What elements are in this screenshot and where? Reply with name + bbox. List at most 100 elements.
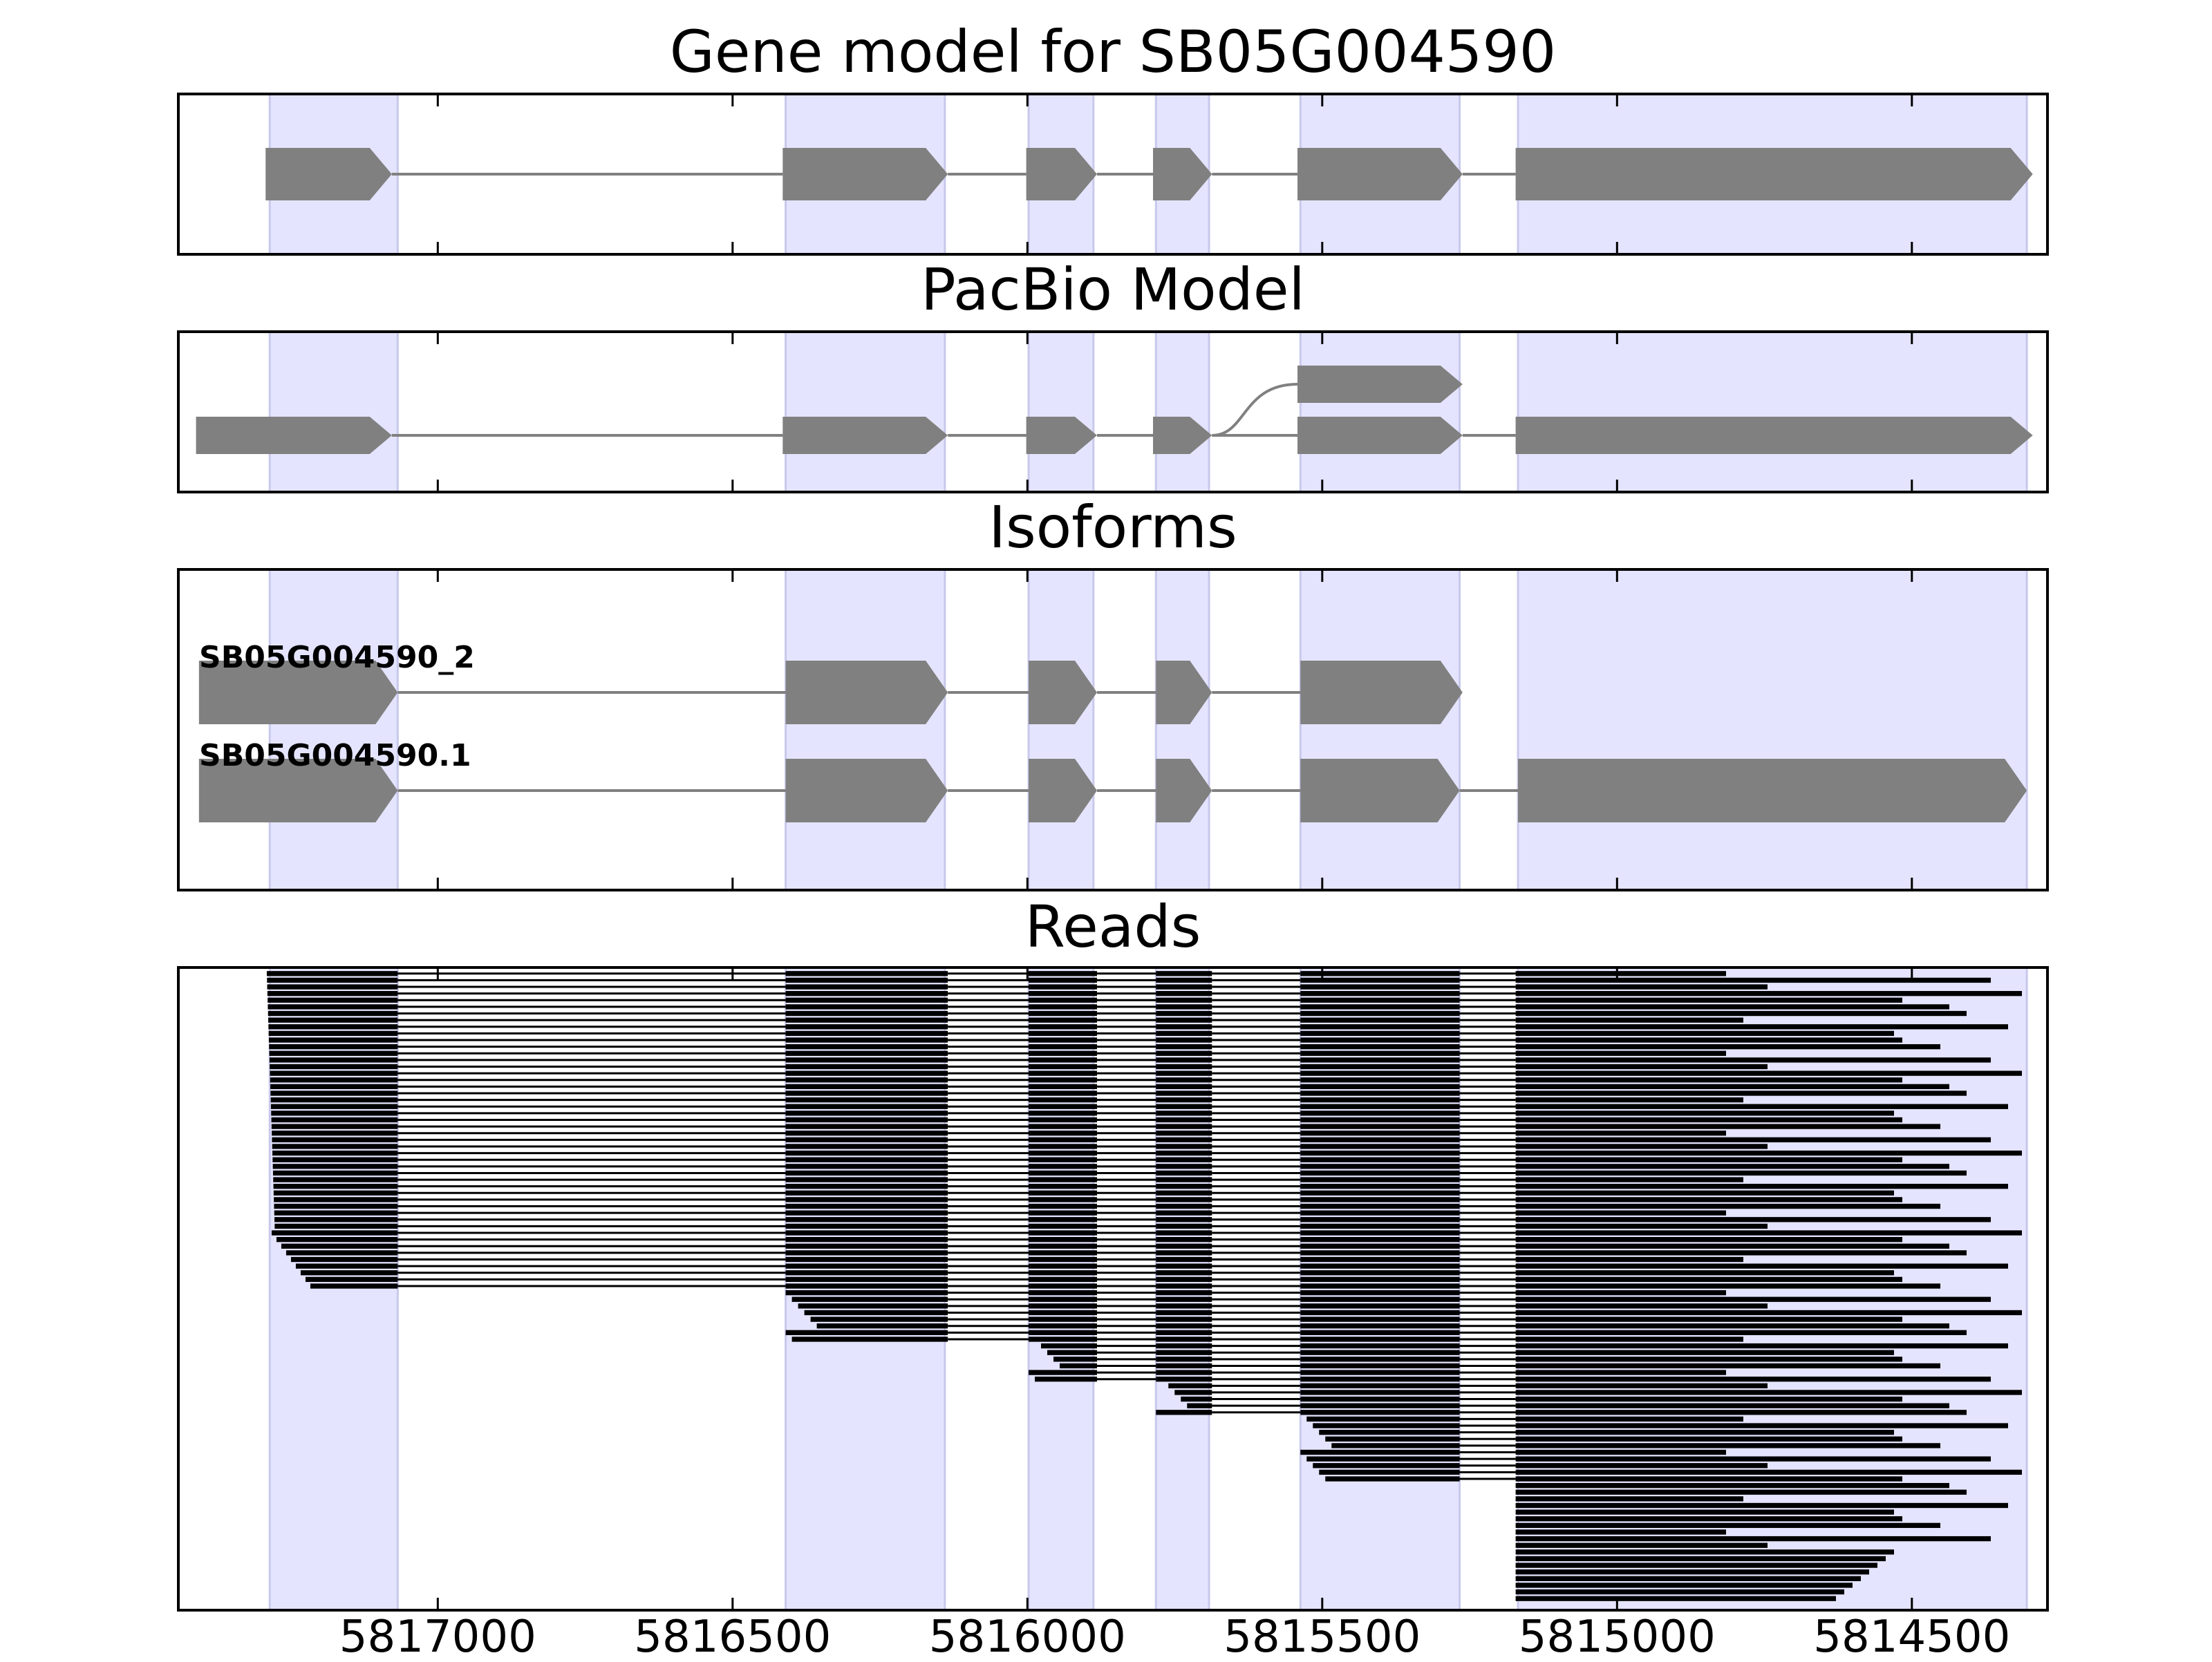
read-exon [1300,1197,1460,1202]
panel-pacbio-model: PacBio Model [177,256,2049,493]
read-exon [1325,1436,1460,1442]
read-88 [1515,1549,1894,1555]
read-exon [272,1170,398,1176]
read-exon [785,984,948,990]
read-81 [1515,1502,2008,1509]
read-78 [1515,1482,1949,1489]
read-exon [1515,1250,1967,1256]
read-exon [1515,1104,2008,1109]
read-exon [1300,1337,1460,1342]
isoform-1-exon-4 [1156,661,1212,724]
read-34 [273,1190,1894,1196]
read-exon [1515,1343,2008,1349]
pacbio-alt-exon [1297,366,1463,403]
read-exon [268,1004,398,1010]
read-exon [1300,977,1460,983]
read-exon [1029,1250,1097,1256]
read-29 [272,1157,1902,1162]
read-exon [1306,1456,1460,1462]
read-exon [1300,1243,1460,1249]
read-82 [1515,1509,1894,1515]
read-41 [276,1236,1902,1243]
read-exon [785,1190,948,1196]
read-exon [1515,1456,1991,1462]
read-exon [1187,1403,1212,1408]
read-48 [310,1283,1940,1289]
read-exon [272,1150,398,1156]
read-exon [1300,1370,1460,1375]
read-exon [1515,1017,1743,1023]
read-76 [1319,1469,2022,1475]
read-exon [1515,1131,1726,1136]
read-exon [1029,1263,1097,1269]
read-exon [1300,1057,1460,1063]
read-exon [1515,1217,1991,1222]
panels-layer: Gene model for SB05G004590 PacBio Model SB… [177,18,2049,1612]
read-exon [1300,1390,1460,1395]
read-exon [1515,1482,1949,1489]
read-exon [1300,1084,1460,1090]
read-exon [1300,1064,1460,1070]
read-exon [1515,1556,1886,1562]
read-exon [1515,1522,1940,1529]
read-exon [1515,1542,1768,1548]
read-exon [1029,1111,1097,1116]
read-exon [1515,1150,2022,1156]
read-exon [1515,1443,1940,1448]
read-exon [1029,1296,1097,1302]
read-exon [1029,1337,1097,1342]
read-exon [785,1004,948,1010]
read-exon [1515,1323,1949,1329]
read-exon [1029,1104,1097,1109]
read-exon [785,1084,948,1090]
x-tick-label-6: 5814500 [1813,1612,2010,1659]
read-exon [1515,1589,1844,1595]
exon-band-4 [1154,330,1210,493]
gene-model-exon-1 [265,148,392,200]
panel-frame [177,568,2049,891]
read-exon [804,1310,948,1316]
exon-band-6 [1517,568,2028,891]
read-exon [1029,1057,1097,1063]
read-exon [785,1290,948,1296]
read-exon [310,1283,398,1289]
read-exon [1156,971,1212,976]
read-exon [1515,1303,1768,1309]
read-exon [1156,1144,1212,1149]
pacbio-exon-1 [196,417,392,454]
read-exon [1300,1077,1460,1083]
read-exon [785,1270,948,1276]
read-exon [1515,1496,1743,1502]
read-exon [1156,1316,1212,1322]
read-exon [1156,1117,1212,1123]
read-exon [1515,1330,1967,1336]
isoform-1-exon-3 [1029,661,1097,724]
read-55 [785,1330,1967,1336]
read-exon [1181,1396,1212,1402]
read-35 [274,1197,1902,1202]
read-exon [1156,1357,1212,1362]
read-exon [1515,1263,2008,1269]
read-exon [785,1010,948,1017]
read-exon [1300,1276,1460,1283]
read-exon [1029,1090,1097,1096]
read-exon [1156,1223,1212,1229]
read-59 [1053,1357,1902,1362]
read-exon [1331,1443,1460,1448]
read-exon [1156,977,1212,983]
read-exon [785,991,948,997]
read-exon [1156,1111,1212,1116]
read-80 [1515,1496,1743,1502]
read-exon [785,1217,948,1222]
exon-band-4 [1154,568,1210,891]
read-exon [1313,1423,1460,1428]
read-exon [785,1210,948,1216]
read-exon [1300,1170,1460,1176]
read-exon [273,1177,398,1182]
isoform-label-2: SB05G004590.1 [199,738,471,773]
read-exon [1156,1184,1212,1189]
read-4 [267,991,2022,997]
read-exon [785,1111,948,1116]
gene-model-exon-4 [1153,148,1212,200]
read-exon [1515,1010,1967,1017]
